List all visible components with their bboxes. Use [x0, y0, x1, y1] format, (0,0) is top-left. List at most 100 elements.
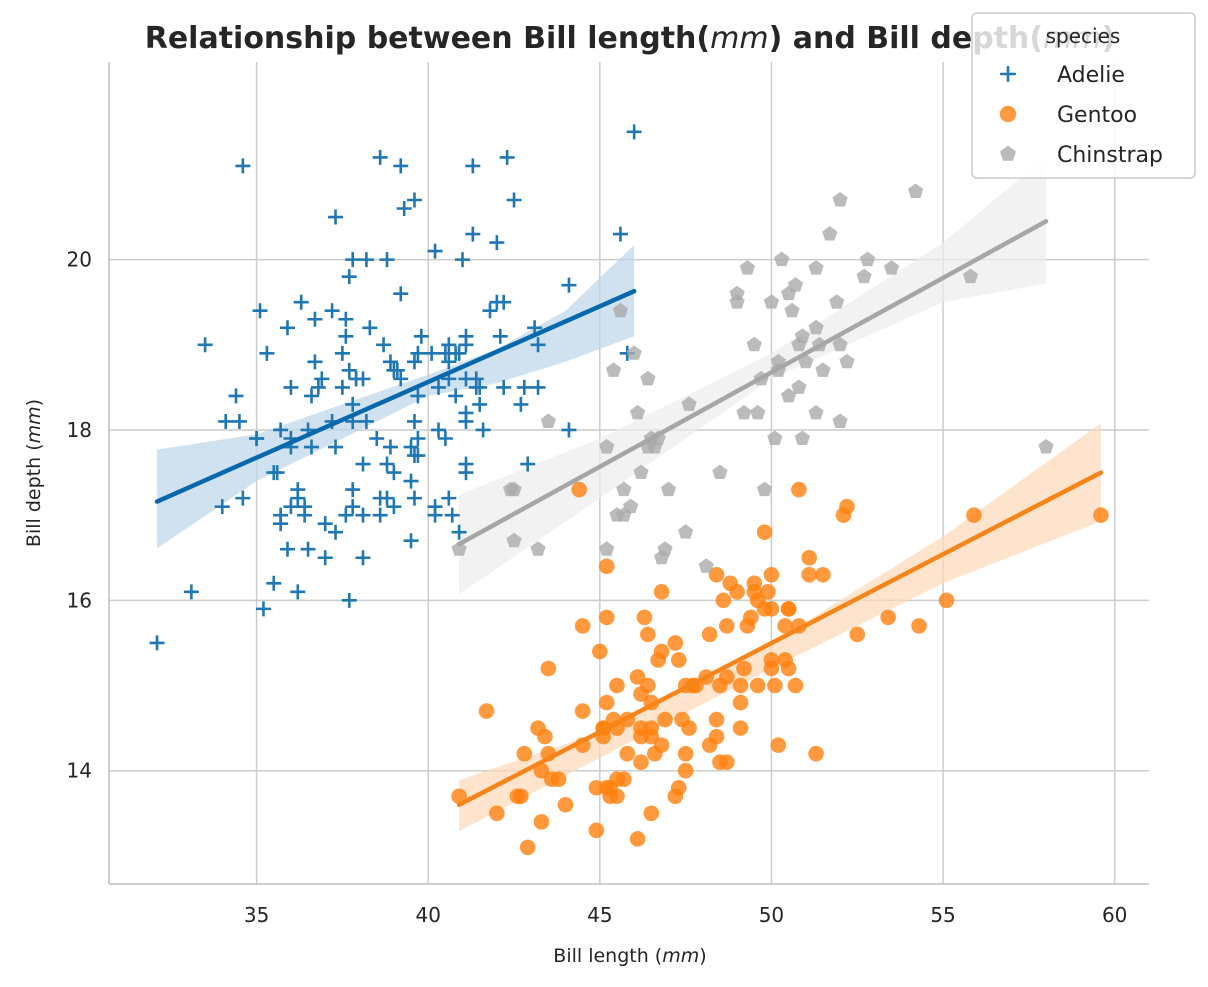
legend-label-gentoo: Gentoo [1057, 103, 1137, 128]
data-point-chinstrap [678, 524, 694, 539]
data-point-adelie [386, 465, 402, 481]
data-point-adelie [403, 439, 419, 455]
data-point-chinstrap [883, 260, 900, 275]
data-point-adelie [516, 379, 532, 395]
data-point-adelie [386, 362, 402, 378]
data-point-chinstrap [962, 268, 979, 284]
data-point-gentoo [732, 694, 749, 711]
data-point-adelie [235, 490, 251, 506]
x-ticks: 35 40 45 50 55 60 [244, 903, 1128, 927]
data-point-adelie [396, 201, 412, 217]
data-point-adelie [345, 396, 361, 412]
data-point-adelie [441, 354, 457, 370]
data-point-gentoo [880, 609, 896, 626]
data-point-adelie [379, 252, 395, 268]
data-point-gentoo [712, 677, 728, 694]
chart-title: Relationship between Bill length(mm) and… [145, 21, 1116, 56]
data-point-adelie [255, 601, 271, 617]
data-point-chinstrap [629, 404, 646, 420]
data-point-adelie [472, 396, 488, 412]
data-point-gentoo [763, 566, 780, 583]
data-point-adelie [310, 379, 326, 395]
data-point-adelie [382, 354, 398, 370]
data-point-gentoo [815, 566, 831, 583]
data-point-gentoo [715, 592, 732, 609]
data-point-adelie [345, 482, 361, 498]
data-point-gentoo [574, 618, 591, 634]
data-point-chinstrap [750, 404, 766, 420]
data-point-gentoo [780, 601, 797, 617]
data-point-gentoo [540, 660, 557, 677]
data-point-chinstrap [763, 294, 780, 309]
data-point-adelie [393, 286, 409, 302]
data-point-adelie [427, 499, 443, 515]
data-point-gentoo [667, 635, 684, 651]
data-point-gentoo [708, 728, 725, 745]
y-tick-label: 20 [67, 248, 92, 272]
data-point-gentoo [574, 703, 591, 719]
data-point-chinstrap [530, 541, 546, 556]
y-axis-label: Bill depth (mm) [23, 399, 45, 547]
data-point-gentoo [708, 566, 725, 583]
data-point-gentoo [513, 788, 529, 805]
legend-label-adelie: Adelie [1057, 63, 1125, 88]
data-point-adelie [458, 371, 474, 387]
data-point-adelie [334, 379, 350, 395]
data-point-gentoo [708, 711, 725, 728]
data-point-adelie [317, 516, 333, 532]
data-point-gentoo [489, 805, 505, 822]
data-point-gentoo [736, 660, 752, 677]
data-point-chinstrap [839, 353, 855, 369]
data-point-gentoo [756, 601, 773, 617]
data-point-chinstrap [794, 430, 810, 445]
data-point-gentoo [636, 609, 653, 626]
data-point-adelie [492, 328, 508, 344]
data-point-gentoo [557, 796, 574, 813]
data-point-adelie [393, 371, 409, 387]
data-point-adelie [496, 379, 512, 395]
data-point-adelie [328, 209, 344, 225]
data-point-adelie [513, 396, 529, 412]
data-point-adelie [413, 328, 429, 344]
legend-marker-chinstrap [1000, 145, 1016, 161]
data-point-chinstrap [808, 260, 824, 275]
data-point-gentoo [780, 660, 797, 677]
data-point-adelie [218, 413, 234, 429]
legend: species Adelie Gentoo Chinstrap [971, 12, 1196, 179]
data-point-chinstrap [808, 319, 824, 335]
data-point-chinstrap [791, 379, 807, 394]
data-point-chinstrap [832, 191, 848, 207]
data-point-adelie [444, 507, 460, 523]
data-point-adelie [372, 149, 388, 165]
data-point-adelie [334, 345, 350, 361]
data-point-chinstrap [746, 336, 762, 352]
data-point-adelie [499, 149, 515, 165]
data-point-adelie [328, 439, 344, 455]
data-point-adelie [561, 422, 577, 438]
data-point-chinstrap [633, 464, 649, 480]
data-point-adelie [626, 124, 642, 140]
data-point-gentoo [777, 618, 793, 634]
data-point-gentoo [633, 754, 649, 770]
data-point-adelie [266, 575, 282, 591]
scatter-points [149, 124, 1109, 856]
data-point-adelie [249, 431, 265, 447]
data-point-gentoo [1093, 507, 1109, 523]
data-point-adelie [482, 303, 498, 319]
data-point-adelie [472, 379, 488, 395]
data-point-gentoo [839, 498, 855, 515]
legend-marker-gentoo [999, 105, 1017, 123]
regression-lines [154, 219, 1104, 808]
data-point-adelie [183, 584, 199, 600]
data-point-chinstrap [815, 362, 831, 377]
data-point-adelie [358, 252, 374, 268]
data-point-adelie [348, 371, 364, 387]
data-point-adelie [273, 422, 289, 438]
data-point-adelie [338, 311, 354, 327]
data-point-chinstrap [829, 294, 845, 309]
data-point-chinstrap [506, 532, 522, 548]
data-point-adelie [410, 388, 426, 404]
legend-box [971, 12, 1196, 179]
data-point-adelie [283, 499, 299, 515]
